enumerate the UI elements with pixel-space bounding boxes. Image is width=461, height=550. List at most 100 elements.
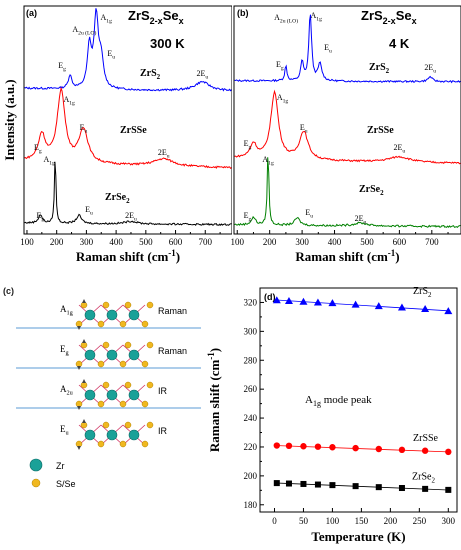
x-tick-label: 100 [326, 516, 340, 526]
y-tick-label: 220 [244, 442, 258, 452]
data-point-zrse2 [375, 484, 382, 491]
displacement-arrow [77, 446, 81, 450]
peak-label: Eg [34, 143, 42, 154]
spectrum-line-zrs2 [234, 14, 461, 84]
peak-label: 2Eu [355, 214, 367, 225]
x-tick-label: 700 [425, 237, 439, 247]
data-point-zrsse [329, 444, 336, 451]
chalcogen-atom [146, 381, 154, 389]
chalcogen-atom [124, 341, 132, 349]
spectrum-line-zrse2 [234, 157, 461, 229]
zr-atom [128, 389, 140, 401]
panel-letter: (c) [3, 286, 14, 296]
x-axis-label: Raman shift (cm-1) [295, 248, 399, 264]
x-tick-label: 400 [328, 237, 342, 247]
zr-atom [106, 389, 118, 401]
displacement-arrow [82, 339, 86, 343]
peak-label: Eu [80, 123, 88, 134]
y-tick-label: 320 [244, 297, 258, 307]
peak-label: Eu [85, 205, 93, 216]
data-point-zrsse [421, 447, 429, 454]
displacement-arrow [77, 366, 81, 370]
panel-letter: (d) [264, 292, 276, 302]
x-axis-label: Raman shift (cm-1) [76, 248, 180, 264]
a1g-temperature-chart: (d) 0 50 100 150 200 250 300 180 200 220 240 260 280 3… [206, 286, 458, 544]
vibrational-mode-diagram: A1g Raman Eg Raman A2u IR Eu IR Zr S/Se [16, 299, 201, 489]
chalcogen-atom [146, 341, 154, 349]
zr-atom [106, 429, 118, 441]
panel-d: (d) 0 50 100 150 200 250 300 180 200 220 240 260 280 3… [205, 284, 461, 550]
chalcogen-atom [119, 320, 127, 328]
chalcogen-atom [141, 440, 149, 448]
spectrum-line-zrsse [24, 86, 232, 169]
zr-legend-marker [29, 458, 43, 472]
peak-label: 2Eu [125, 211, 137, 222]
x-axis-label: Temperature (K) [311, 529, 405, 544]
chalcogen-atom [124, 381, 132, 389]
plot-frame [259, 287, 458, 513]
data-point-zrsse [300, 443, 307, 450]
peak-label: Eu [300, 123, 308, 134]
peak-label: A2u (LO) [72, 25, 96, 36]
x-tick-label: 100 [20, 237, 34, 247]
chalcogen-atom [124, 301, 132, 309]
y-axis-label: Raman shift (cm-1) [206, 348, 222, 452]
series-label-zrse2: ZrSe2 [105, 192, 130, 205]
chalcogen-atom [97, 360, 105, 368]
data-point-zrs2 [374, 302, 383, 310]
peak-label: A1g [63, 95, 75, 106]
temperature-label: 300 K [150, 36, 185, 51]
x-tick-label: 500 [360, 237, 374, 247]
data-point-zrsse [285, 442, 293, 450]
x-tick-label: 300 [80, 237, 94, 247]
activity-label-a2u: IR [158, 386, 168, 396]
chalcogen-atom [97, 320, 105, 328]
zr-atom [84, 389, 96, 401]
chalcogen-atom [102, 301, 110, 309]
data-point-zrs2 [397, 303, 406, 311]
displacement-arrow [82, 419, 86, 423]
data-point-zrse2 [329, 482, 336, 489]
activity-label-eg: Raman [158, 346, 187, 356]
chalcogen-atom [97, 400, 105, 408]
chalcogen-atom [102, 341, 110, 349]
displacement-arrow [77, 326, 81, 330]
chalcogen-atom [146, 301, 154, 309]
data-point-zrs2 [313, 298, 322, 306]
x-tick-label: 300 [295, 237, 309, 247]
x-tick-label: 400 [109, 237, 123, 247]
panel-a: (a) ZrS2-xSex 300 K 100 200 300 400 500 600 700 Ra… [0, 0, 232, 282]
mode-label-eg: Eg [60, 344, 70, 357]
y-tick-label: 260 [244, 384, 258, 394]
chalcogen-atom [146, 421, 154, 429]
series-label-zrsse: ZrSSe [367, 125, 394, 136]
series-label-zrs2: ZrS2 [369, 62, 390, 75]
zr-atom [106, 349, 118, 361]
panel-title: ZrS2-xSex [361, 8, 417, 26]
series-label-zrse2: ZrSe2 [359, 184, 384, 197]
peak-label: A1g [262, 155, 274, 166]
x-tick-label: 50 [299, 516, 309, 526]
data-point-zrse2 [445, 486, 452, 493]
zr-atom [128, 309, 140, 321]
y-tick-label: 300 [244, 326, 258, 336]
mode-label-a2u: A2u [60, 384, 74, 397]
activity-label-a1g: Raman [158, 306, 187, 316]
data-point-zrsse [314, 443, 322, 450]
plot-frame [23, 5, 232, 235]
peak-label: A1g [277, 93, 289, 104]
data-point-zrs2 [299, 297, 308, 305]
chalcogen-atom [119, 440, 127, 448]
x-tick-label: 150 [355, 516, 369, 526]
data-point-zrsse [398, 446, 406, 454]
displacement-arrow [82, 299, 86, 303]
chalcogen-atom [102, 421, 110, 429]
panel-b: (b) ZrS2-xSex 4 K 100 200 300 400 500 600 700 Rama… [231, 0, 461, 282]
data-point-zrse2 [273, 480, 280, 487]
displacement-arrow [82, 379, 86, 383]
spectrum-line-zrs2 [24, 8, 232, 92]
peak-label: 2Eu [394, 143, 406, 154]
spectrum-line-zrsse [234, 89, 461, 165]
y-tick-label: 180 [244, 500, 258, 510]
raman-spectra-chart-4k: (b) ZrS2-xSex 4 K 100 200 300 400 500 600 700 Rama… [231, 5, 461, 264]
